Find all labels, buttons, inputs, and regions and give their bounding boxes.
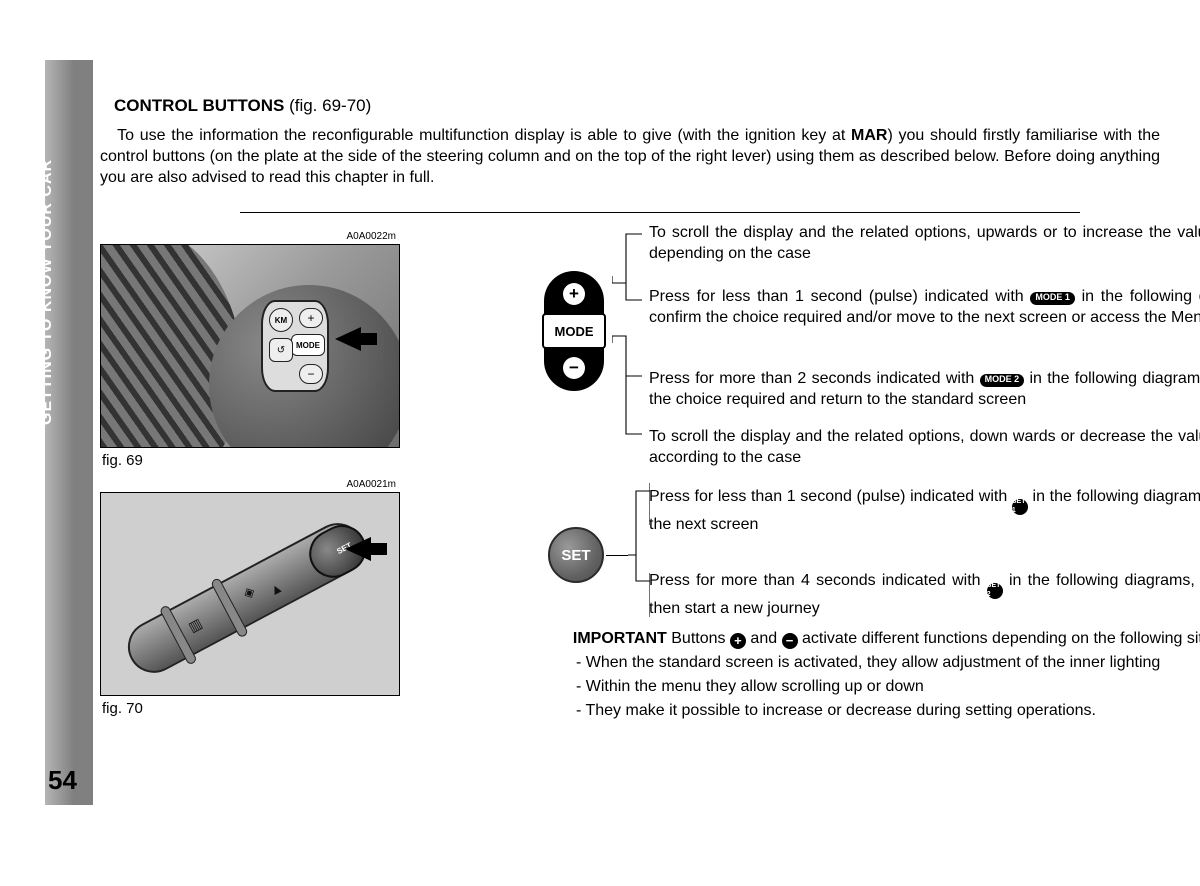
figure-69-image: KM + MODE − ↺ bbox=[100, 244, 400, 448]
desc-set-long: Press for more than 4 seconds indicated … bbox=[649, 571, 1200, 619]
desc-text: To scroll the display and the related op… bbox=[649, 223, 1200, 264]
desc-set-short: Press for less than 1 second (pulse) ind… bbox=[649, 487, 1200, 535]
sidebar-title: GETTING TO KNOW YOUR CAR bbox=[38, 159, 56, 425]
important-bullet: - Within the menu they allow scrolling u… bbox=[576, 675, 1200, 699]
minus-circle-icon: − bbox=[782, 633, 798, 649]
mode-cluster-icon: + MODE − bbox=[544, 273, 604, 389]
figures-column: A0A0022m KM + MODE − ↺ fig. 69 A0A00 bbox=[100, 231, 404, 721]
figure-69-ref: A0A0022m bbox=[100, 231, 400, 244]
return-button-icon: ↺ bbox=[269, 338, 293, 362]
mode-label: MODE bbox=[542, 313, 606, 349]
bracket-mode bbox=[612, 228, 642, 448]
figure-70-caption: fig. 70 bbox=[102, 700, 400, 717]
km-button-icon: KM bbox=[269, 308, 293, 332]
wiper-icon: ▥ bbox=[186, 615, 206, 636]
important-block: IMPORTANT Buttons + and − activate diffe… bbox=[564, 627, 1200, 723]
desc-text: Press for less than 1 second (pulse) ind… bbox=[649, 287, 1200, 328]
heading-fig-ref: (fig. 69-70) bbox=[289, 96, 371, 115]
bracket-set bbox=[628, 479, 650, 629]
figure-69-caption: fig. 69 bbox=[102, 452, 400, 469]
desc-text: To scroll the display and the related op… bbox=[649, 427, 1200, 468]
plus-circle-icon: + bbox=[730, 633, 746, 649]
main-row: A0A0022m KM + MODE − ↺ fig. 69 A0A00 bbox=[100, 231, 1160, 721]
explanations: + MODE − To scroll the display and the r… bbox=[404, 231, 1160, 721]
button-panel: KM + MODE − ↺ bbox=[261, 300, 329, 392]
wiper-icon: ▲ bbox=[266, 579, 286, 600]
set1-dot-icon: SET 1 bbox=[1012, 499, 1028, 515]
desc-text: Press for more than 4 seconds indicated … bbox=[649, 571, 1200, 619]
figure-69: A0A0022m KM + MODE − ↺ fig. 69 bbox=[100, 231, 400, 469]
important-line: IMPORTANT Buttons + and − activate diffe… bbox=[564, 627, 1200, 651]
desc-frag: Press for more than 4 seconds indicated … bbox=[649, 572, 987, 589]
set2-dot-icon: SET 2 bbox=[987, 583, 1003, 599]
divider bbox=[240, 212, 1080, 213]
desc-minus: To scroll the display and the related op… bbox=[649, 427, 1200, 468]
mode2-pill-icon: MODE 2 bbox=[980, 374, 1025, 387]
mode1-pill-icon: MODE 1 bbox=[1030, 292, 1075, 305]
page-content: CONTROL BUTTONS (fig. 69-70) To use the … bbox=[100, 96, 1160, 721]
desc-frag: Press for less than 1 second (pulse) ind… bbox=[649, 288, 1030, 305]
desc-frag: Press for less than 1 second (pulse) ind… bbox=[649, 488, 1012, 505]
pointer-arrow-icon bbox=[335, 327, 361, 351]
important-frag: activate different functions depending o… bbox=[798, 630, 1200, 647]
important-frag: Buttons bbox=[667, 630, 730, 647]
mode-button-icon: MODE bbox=[291, 334, 325, 356]
set-connector bbox=[606, 555, 628, 556]
important-bullet: - They make it possible to increase or d… bbox=[576, 699, 1200, 723]
desc-plus: To scroll the display and the related op… bbox=[649, 223, 1200, 264]
page-number: 54 bbox=[48, 765, 77, 796]
intro-paragraph: To use the information the reconfigurabl… bbox=[100, 126, 1160, 188]
figure-70: A0A0021m ▥ ◈ ▲ SET fig. 70 bbox=[100, 479, 400, 717]
minus-button-icon: − bbox=[299, 364, 323, 384]
plus-button-icon: + bbox=[299, 308, 323, 328]
desc-frag: Press for more than 2 seconds indicated … bbox=[649, 370, 980, 387]
desc-mode-long: Press for more than 2 seconds indicated … bbox=[649, 369, 1200, 410]
wiper-icon: ◈ bbox=[240, 583, 258, 603]
set-badge-icon: SET bbox=[548, 527, 604, 583]
important-frag: and bbox=[746, 630, 782, 647]
important-bullet: - When the standard screen is activated,… bbox=[576, 651, 1200, 675]
section-heading: CONTROL BUTTONS (fig. 69-70) bbox=[114, 96, 1160, 116]
pointer-arrow-icon bbox=[345, 537, 371, 561]
intro-mar: MAR bbox=[851, 127, 887, 144]
heading-bold: CONTROL BUTTONS bbox=[114, 96, 284, 115]
desc-text: Press for more than 2 seconds indicated … bbox=[649, 369, 1200, 410]
intro-pre: To use the information the reconfigurabl… bbox=[117, 127, 851, 144]
desc-mode-short: Press for less than 1 second (pulse) ind… bbox=[649, 287, 1200, 328]
figure-70-ref: A0A0021m bbox=[100, 479, 400, 492]
figure-70-image: ▥ ◈ ▲ SET bbox=[100, 492, 400, 696]
important-label: IMPORTANT bbox=[573, 630, 667, 647]
desc-text: Press for less than 1 second (pulse) ind… bbox=[649, 487, 1200, 535]
stalk-ring bbox=[159, 605, 198, 666]
sidebar: GETTING TO KNOW YOUR CAR bbox=[45, 60, 93, 805]
